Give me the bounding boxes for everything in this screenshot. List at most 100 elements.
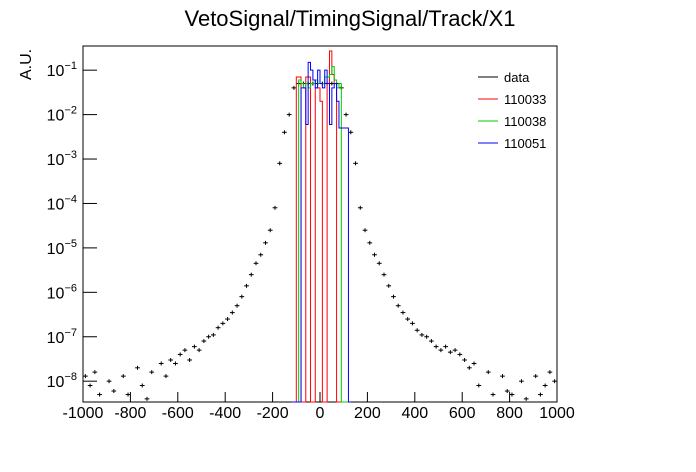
data-point (248, 272, 254, 277)
data-point (376, 261, 382, 266)
data-point (120, 374, 126, 379)
legend-label: data (504, 70, 530, 85)
data-point (125, 392, 131, 397)
y-tick-label: 10−8 (47, 371, 77, 391)
y-tick-label: 10−2 (47, 105, 77, 125)
data-point (471, 361, 477, 366)
data-point (253, 261, 259, 266)
data-point (410, 321, 415, 326)
data-point (277, 161, 283, 166)
data-point (106, 379, 112, 384)
data-point (286, 112, 292, 117)
data-point (414, 328, 420, 333)
data-point (263, 240, 268, 245)
data-point (533, 374, 539, 379)
data-point (272, 205, 278, 210)
data-point (282, 130, 287, 135)
y-axis-label: A.U. (18, 49, 35, 80)
data-point (329, 81, 335, 86)
data-point (357, 205, 363, 210)
data-point (419, 332, 425, 337)
data-point (139, 383, 145, 388)
data-point (168, 357, 174, 362)
data-point (447, 350, 453, 355)
data-point (220, 321, 226, 326)
data-point (400, 310, 406, 315)
legend-label: 110038 (504, 114, 546, 129)
data-point (173, 361, 178, 366)
data-point (234, 303, 240, 308)
data-point (386, 283, 392, 288)
data-point (177, 352, 183, 357)
x-tick-label: 1000 (539, 405, 575, 422)
data-point (97, 392, 102, 397)
data-point (500, 374, 505, 379)
data-point (158, 361, 164, 366)
data-point (258, 252, 264, 257)
data-point (395, 303, 401, 308)
data-point (552, 379, 557, 384)
data-point (509, 392, 515, 397)
data-point (229, 310, 235, 315)
data-point (443, 344, 448, 349)
data-point (462, 357, 467, 362)
data-point (457, 352, 463, 357)
data-point (476, 383, 482, 388)
legend-label: 110051 (504, 136, 546, 151)
data-point (225, 317, 230, 322)
data-point (485, 370, 491, 375)
data-point (267, 228, 273, 233)
data-point (405, 317, 411, 322)
x-tick-label: -600 (162, 405, 194, 422)
data-point (343, 112, 349, 117)
data-point (187, 357, 193, 362)
y-tick-label: 10−7 (47, 327, 77, 347)
data-point (135, 365, 140, 370)
data-point (192, 344, 197, 349)
data-point (381, 272, 387, 277)
x-tick-label: 800 (496, 405, 523, 422)
y-tick-label: 10−5 (47, 238, 77, 258)
data-point (367, 240, 373, 245)
x-tick-label: -1000 (63, 405, 104, 422)
x-tick-label: 200 (354, 405, 381, 422)
data-point (83, 374, 88, 379)
y-tick-label: 10−1 (47, 60, 77, 80)
x-tick-label: 0 (316, 405, 325, 422)
data-point (429, 339, 434, 344)
data-point (87, 383, 93, 388)
data-point (438, 348, 444, 353)
data-point (149, 370, 155, 375)
data-point (92, 370, 98, 375)
data-point (452, 348, 458, 353)
data-point (547, 370, 553, 375)
data-point (244, 283, 249, 288)
data-point (196, 348, 202, 353)
data-point (433, 344, 439, 349)
x-tick-label: 400 (401, 405, 428, 422)
data-point (542, 383, 548, 388)
data-point (490, 392, 496, 397)
y-tick-label: 10−3 (47, 149, 77, 169)
data-point (538, 392, 543, 397)
x-tick-label: 600 (449, 405, 476, 422)
data-point (372, 252, 377, 257)
data-point (111, 389, 117, 394)
y-tick-label: 10−6 (47, 282, 77, 302)
x-tick-label: -800 (114, 405, 146, 422)
x-tick-label: -200 (257, 405, 289, 422)
data-point (391, 294, 396, 299)
y-tick-label: 10−4 (47, 193, 77, 213)
data-point (163, 374, 169, 379)
data-point (239, 294, 245, 299)
chart-title: VetoSignal/TimingSignal/Track/X1 (185, 6, 516, 31)
data-point (466, 365, 472, 370)
data-point (206, 334, 211, 339)
data-point (210, 332, 216, 337)
data-point (348, 130, 354, 135)
data-point (144, 396, 150, 401)
data-point (519, 379, 524, 384)
data-point (201, 339, 207, 344)
x-tick-label: -400 (209, 405, 241, 422)
